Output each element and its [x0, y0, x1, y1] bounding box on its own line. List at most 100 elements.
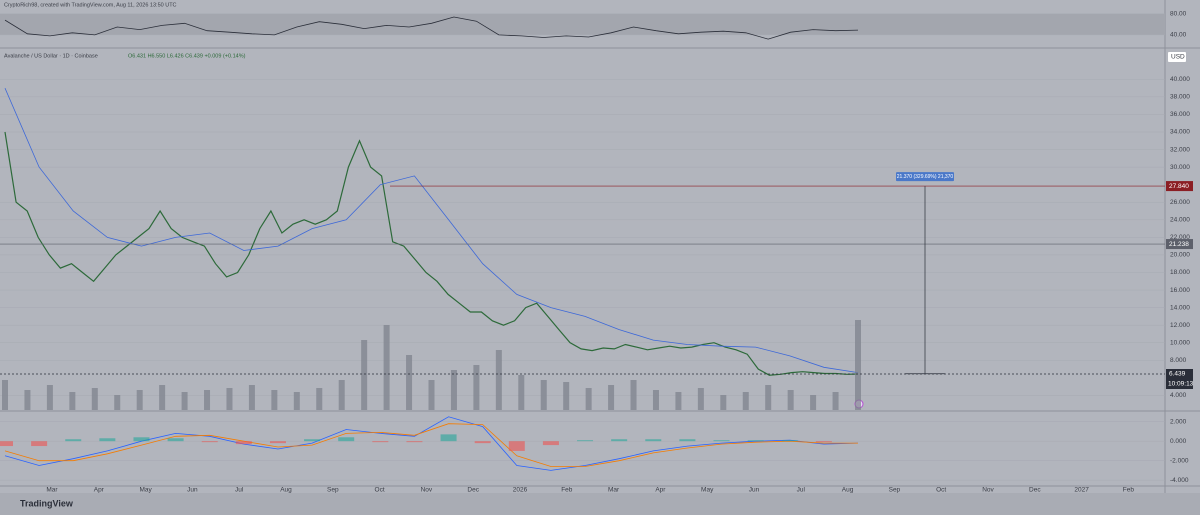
volume-bar [293, 392, 300, 410]
volume-bar [406, 355, 413, 410]
volume-bar [316, 388, 323, 410]
y-tick-label: 30.000 [1170, 164, 1190, 171]
volume-bar [204, 390, 211, 410]
volume-bar [181, 392, 188, 410]
y-tick-label: 32.000 [1170, 146, 1190, 153]
y-tick-label: 18.000 [1170, 269, 1190, 276]
histogram-bar [815, 441, 832, 443]
measure-label-box [896, 172, 954, 182]
volume-bar [226, 388, 233, 410]
x-tick-label: Apr [655, 487, 666, 494]
measure-label: 21.370 (329.69%) 21,370 [897, 174, 954, 180]
histogram-bar [235, 441, 252, 445]
histogram-bar [338, 437, 355, 442]
histogram-bar [0, 441, 13, 447]
x-tick-label: 2027 [1074, 487, 1089, 494]
histogram-bar [508, 441, 525, 451]
histogram-bar [269, 441, 286, 444]
y-tick-label: 2.000 [1170, 418, 1187, 425]
histogram-bar [747, 440, 764, 442]
currency-box [1168, 52, 1186, 62]
countdown-box [1166, 379, 1193, 390]
x-tick-label: Mar [46, 487, 58, 494]
series-line [4, 87, 859, 373]
y-tick-label: 80.00 [1170, 11, 1187, 18]
volume-bar [675, 392, 682, 410]
price-label-box [1166, 369, 1193, 380]
y-tick-label: 24.000 [1170, 217, 1190, 224]
y-tick-label: 10.000 [1170, 339, 1190, 346]
x-tick-label: Jul [797, 487, 806, 494]
volume-bar [271, 390, 278, 410]
x-tick-label: Aug [842, 487, 854, 494]
volume-bar [24, 390, 31, 410]
x-tick-label: 2026 [513, 487, 528, 494]
y-tick-label: 20.000 [1170, 252, 1190, 259]
x-tick-label: Nov [421, 487, 433, 494]
x-tick-label: Jul [235, 487, 244, 494]
histogram-bar [406, 441, 423, 443]
histogram-bar [713, 440, 730, 442]
volume-bar [159, 385, 166, 410]
volume-bar [765, 385, 772, 410]
volume-bar [114, 395, 121, 410]
volume-bar [855, 320, 861, 410]
y-tick-label: -4.000 [1170, 477, 1189, 484]
price-label: 21.238 [1169, 241, 1189, 248]
x-tick-label: Aug [280, 487, 292, 494]
y-tick-label: 16.000 [1170, 287, 1190, 294]
y-tick-label: 38.000 [1170, 94, 1190, 101]
volume-bar [46, 385, 53, 410]
volume-bar [787, 390, 794, 410]
volume-bar [742, 392, 749, 410]
price-label-box [1166, 239, 1193, 250]
legend-title: Avalanche / US Dollar · 1D · Coinbase [4, 53, 98, 59]
x-tick-label: Sep [327, 487, 339, 494]
y-tick-label: 40.00 [1170, 32, 1187, 39]
histogram-bar [99, 438, 116, 442]
x-tick-label: May [701, 487, 714, 494]
volume-bar [832, 392, 839, 410]
y-tick-label: 12.000 [1170, 322, 1190, 329]
volume-bar [518, 375, 525, 410]
footer-logo: TradingView [20, 498, 74, 508]
y-tick-label: -2.000 [1170, 457, 1189, 464]
x-tick-label: Dec [1029, 487, 1041, 494]
y-tick-label: 0.000 [1170, 438, 1187, 445]
volume-bar [450, 370, 457, 410]
volume-bar [630, 380, 637, 410]
histogram-bar [133, 437, 150, 442]
x-tick-label: Oct [936, 487, 946, 494]
volume-bar [697, 388, 704, 410]
x-tick-label: Feb [1123, 487, 1135, 494]
header: CryptoRich98, created with TradingView.c… [4, 2, 177, 8]
footer-bar [0, 493, 1200, 515]
x-tick-label: Jun [749, 487, 760, 494]
y-tick-label: 8.000 [1170, 357, 1187, 364]
series-line [4, 16, 859, 40]
series-line [4, 131, 859, 376]
price-label: 27.840 [1169, 183, 1189, 190]
volume-bar [248, 385, 255, 410]
x-tick-label: Oct [375, 487, 385, 494]
y-tick-label: 26.000 [1170, 199, 1190, 206]
y-tick-label: 22.000 [1170, 234, 1190, 241]
rsi-band [0, 13, 1165, 35]
volume-bar [361, 340, 368, 410]
volume-bar [136, 390, 143, 410]
x-tick-label: Nov [982, 487, 994, 494]
histogram-bar [679, 439, 696, 442]
volume-bar [91, 388, 98, 410]
histogram-bar [31, 441, 48, 447]
volume-bar [473, 365, 480, 410]
y-tick-label: 34.000 [1170, 129, 1190, 136]
histogram-bar [781, 440, 798, 442]
histogram-bar [304, 439, 321, 442]
x-tick-label: Apr [94, 487, 105, 494]
volume-bar [810, 395, 817, 410]
x-tick-label: Jun [187, 487, 198, 494]
background [0, 0, 1200, 493]
histogram-bar [440, 434, 457, 442]
histogram-bar [645, 439, 662, 442]
